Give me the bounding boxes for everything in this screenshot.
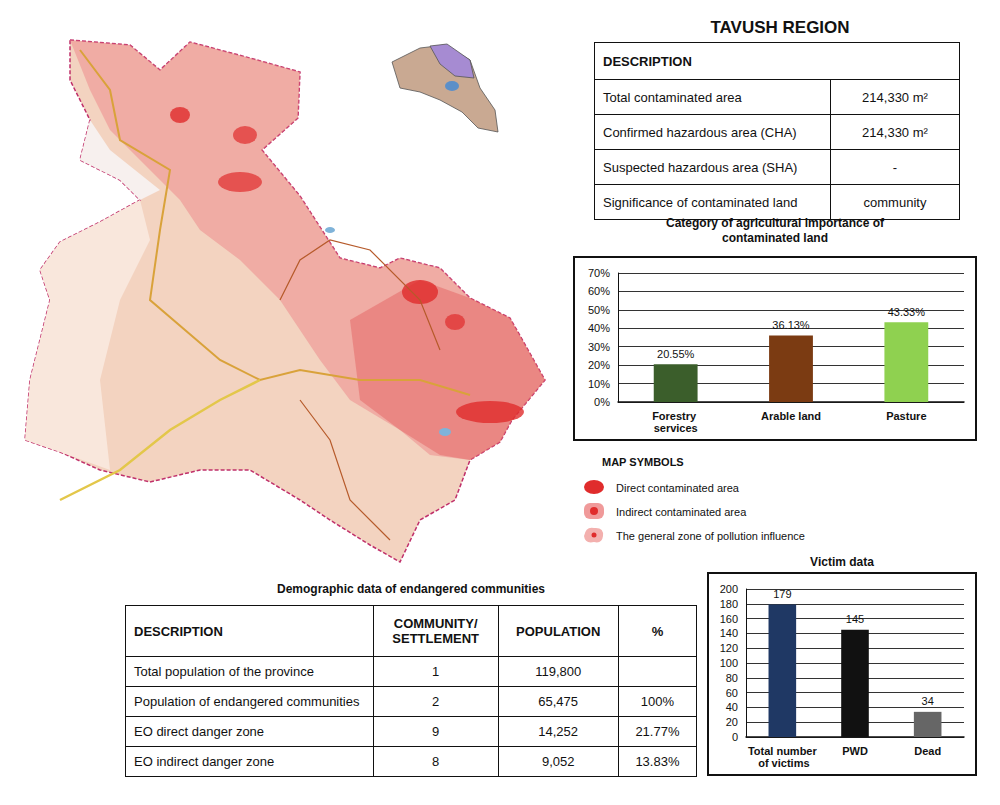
svg-text:of victims: of victims [755,757,809,769]
html-text:21.77%: 21.77% [635,724,680,739]
html-text:Victim data: Victim data [810,555,874,569]
svg-text:34: 34 [922,695,934,707]
html-text:DESCRIPTION: DESCRIPTION [603,53,692,69]
svg-text:200: 200 [720,583,738,595]
svg-text:20%: 20% [588,359,610,371]
html-text:14,252: 14,252 [538,724,579,739]
svg-text:services: services [654,422,698,434]
svg-text:43.33%: 43.33% [888,306,926,318]
svg-text:Arable land: Arable land [761,410,821,422]
svg-text:20.55%: 20.55% [657,348,695,360]
html-text:Population of endangered commu: Population of endangered communities [134,694,360,709]
svg-text:20: 20 [726,716,738,728]
svg-text:Total number: Total number [748,745,818,757]
html-text:100%: 100% [640,694,675,709]
html-text:Suspected hazardous area (SHA): Suspected hazardous area (SHA) [603,159,798,175]
html-text:Total population of the provin: Total population of the province [134,664,314,679]
svg-text:80: 80 [726,672,738,684]
svg-text:120: 120 [720,642,738,654]
html-text:COMMUNITY/: COMMUNITY/ [393,616,478,631]
svg-text:180: 180 [720,598,738,610]
html-text:Demographic data of endangered: Demographic data of endangered communiti… [277,582,545,596]
svg-text:50%: 50% [588,304,610,316]
svg-text:36.13%: 36.13% [772,319,810,331]
html-text:Category of agricultural impor: Category of agricultural importance of c… [666,216,884,245]
html-text:EO indirect danger zone: EO indirect danger zone [134,754,275,769]
html-text:Direct contaminated area: Direct contaminated area [616,482,739,494]
html-text:1: 1 [432,664,440,679]
html-text:65,475: 65,475 [538,694,579,709]
svg-text:0%: 0% [594,396,610,408]
svg-text:10%: 10% [588,378,610,390]
html-text:Significance of contaminated l: Significance of contaminated land [603,194,798,210]
html-text:119,800: 119,800 [535,664,582,679]
svg-text:Pasture: Pasture [886,410,926,422]
html-text:214,330 m²: 214,330 m² [862,124,928,140]
html-text:SETTLEMENT: SETTLEMENT [392,631,479,646]
svg-text:160: 160 [720,613,738,625]
svg-text:0: 0 [732,731,738,743]
svg-text:Forestry: Forestry [652,410,699,422]
html-text:The general zone of pollution: The general zone of pollution influence [616,530,805,542]
html-text:DESCRIPTION: DESCRIPTION [134,623,223,639]
html-text:8: 8 [432,754,440,769]
html-text:Indirect contaminated area: Indirect contaminated area [616,506,747,518]
svg-text:140: 140 [720,627,738,639]
html-text:EO direct danger zone: EO direct danger zone [134,724,265,739]
html-text:214,330 m²: 214,330 m² [862,89,928,105]
html-text:community: community [863,194,927,210]
html-text:13.83%: 13.83% [635,754,680,769]
html-text:2: 2 [432,694,440,709]
svg-text:179: 179 [773,588,791,600]
html-text:9: 9 [432,724,440,739]
html-text:POPULATION: POPULATION [516,623,601,639]
svg-text:Dead: Dead [914,745,941,757]
svg-text:70%: 70% [588,267,610,279]
svg-text:40: 40 [726,701,738,713]
svg-text:PWD: PWD [842,745,868,757]
html-text:Confirmed hazardous area (CHA): Confirmed hazardous area (CHA) [603,124,797,140]
html-text:Total contaminated area: Total contaminated area [603,89,742,105]
svg-text:40%: 40% [588,322,610,334]
html-text:MAP SYMBOLS: MAP SYMBOLS [602,456,684,468]
svg-text:30%: 30% [588,341,610,353]
html-text:9,052: 9,052 [541,754,575,769]
svg-text:60: 60 [726,687,738,699]
svg-text:60%: 60% [588,285,610,297]
svg-text:100: 100 [720,657,738,669]
html-text:TAVUSH REGION: TAVUSH REGION [710,18,850,37]
svg-text:145: 145 [846,613,864,625]
